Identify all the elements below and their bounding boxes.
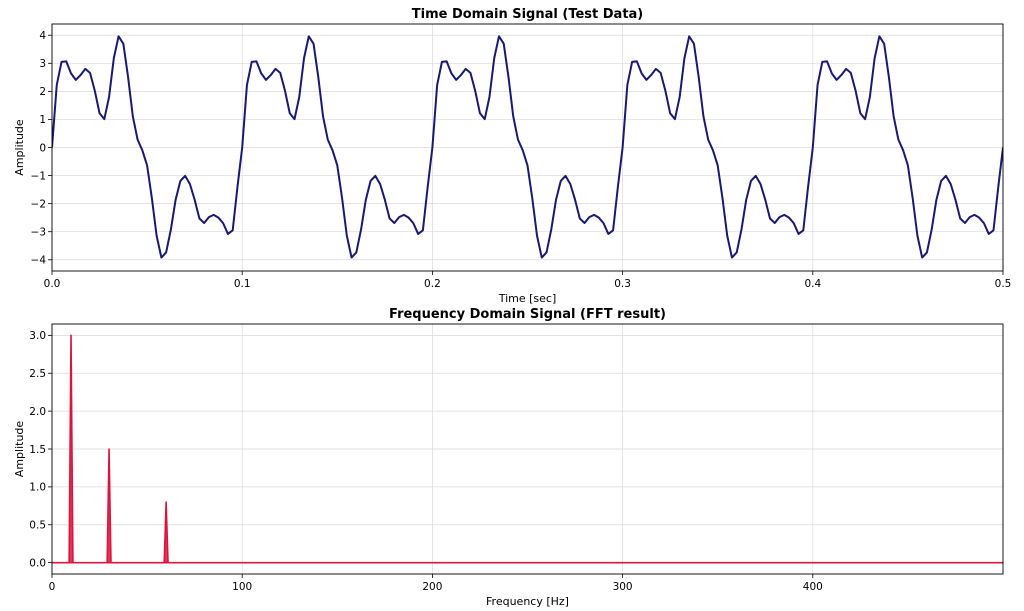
y-tick-label: 2 xyxy=(39,86,46,98)
time-domain-chart: 0.0 0.1 0.2 0.3 0.4 0.5 −4 −3 −2 −1 0 1 2 3 4 Time Doma… xyxy=(13,7,1011,305)
x-tick-label: 100 xyxy=(232,581,252,593)
signal-series-line xyxy=(52,35,1003,259)
y-tick-label: 2.5 xyxy=(29,368,46,380)
y-axis-label: Amplitude xyxy=(13,119,26,176)
y-tick-label: 0.0 xyxy=(29,557,46,569)
y-tick-label: 1 xyxy=(39,114,46,126)
x-tick-label: 0.0 xyxy=(44,278,61,290)
y-tick-label: −1 xyxy=(31,170,46,182)
y-tick-label: 1.5 xyxy=(29,444,46,456)
y-tick-label: 2.0 xyxy=(29,406,46,418)
y-tick-label: 1.0 xyxy=(29,482,46,494)
chart-title: Time Domain Signal (Test Data) xyxy=(412,7,644,22)
x-tick-label: 0.2 xyxy=(424,278,441,290)
x-tick-label: 0.5 xyxy=(995,278,1012,290)
y-tick-label: −2 xyxy=(31,198,46,210)
frequency-domain-chart: 0 100 200 300 400 0.0 0.5 1.0 1.5 2.0 2.5 3.0 Freque… xyxy=(13,307,1004,608)
x-tick-label: 0.4 xyxy=(804,278,821,290)
y-tick-label: −4 xyxy=(31,255,47,267)
x-tick-label: 0.3 xyxy=(614,278,631,290)
y-tick-label: 4 xyxy=(39,30,46,42)
x-axis-label: Frequency [Hz] xyxy=(486,595,569,608)
y-tick-label: 0.5 xyxy=(29,520,46,532)
x-tick-label: 0 xyxy=(49,581,56,593)
chart-title: Frequency Domain Signal (FFT result) xyxy=(389,307,666,322)
x-tick-label: 300 xyxy=(613,581,633,593)
y-tick-label: −3 xyxy=(31,227,46,239)
x-axis-label: Time [sec] xyxy=(498,292,557,305)
x-tick-label: 0.1 xyxy=(234,278,251,290)
fft-spectrum-series xyxy=(52,334,1003,564)
y-axis-label: Amplitude xyxy=(13,421,26,478)
y-tick-label: 0 xyxy=(39,142,46,154)
y-tick-label: 3 xyxy=(39,58,46,70)
x-tick-label: 200 xyxy=(422,581,442,593)
x-tick-label: 400 xyxy=(803,581,823,593)
y-tick-label: 3.0 xyxy=(29,330,46,342)
